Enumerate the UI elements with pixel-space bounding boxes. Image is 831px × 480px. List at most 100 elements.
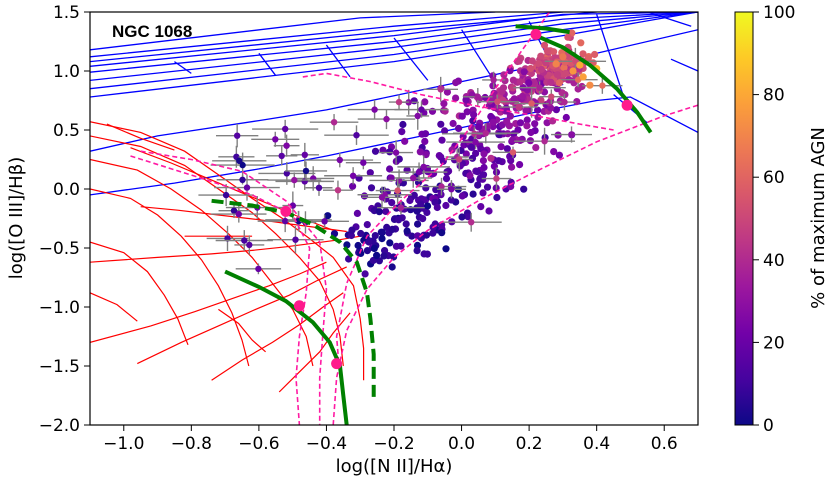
spaxel-point	[510, 95, 518, 103]
spaxel-point	[485, 207, 493, 215]
spaxel-point	[456, 162, 464, 170]
spaxel-point	[447, 196, 455, 204]
spaxel-point	[473, 168, 481, 176]
spaxel-point	[458, 192, 466, 200]
error-point	[558, 72, 598, 88]
error-point	[513, 81, 566, 95]
error-point-marker	[301, 178, 308, 185]
error-point-marker	[548, 93, 555, 100]
error-point	[423, 76, 459, 102]
error-point	[551, 126, 592, 143]
error-point-marker	[472, 138, 479, 146]
x-tick-label: −0.4	[306, 434, 347, 454]
spaxel-point	[552, 106, 561, 114]
colorbar-tick-label: 60	[763, 168, 785, 188]
spaxel-point	[420, 250, 428, 258]
spaxel-point	[349, 182, 357, 190]
spaxel-point	[462, 96, 470, 104]
spaxel-point	[442, 201, 450, 210]
error-point	[397, 155, 450, 179]
error-point	[309, 114, 359, 131]
spaxel-point	[540, 41, 549, 49]
error-point	[406, 102, 430, 130]
colorbar-tick-label: 20	[763, 333, 785, 353]
error-point-marker	[283, 142, 290, 149]
spaxel-point	[520, 185, 528, 193]
spaxel-point	[386, 239, 394, 247]
spaxel-point	[522, 106, 530, 115]
error-point-marker	[278, 152, 285, 160]
y-tick-label: −1.5	[39, 357, 80, 377]
sf-grid-curve	[90, 135, 344, 367]
error-point-marker	[420, 163, 427, 171]
colorbar-tick-label: 80	[763, 86, 785, 106]
spaxel-point	[528, 57, 537, 65]
spaxel-point	[578, 82, 586, 91]
error-point	[215, 123, 259, 148]
mixing-boundary-curve	[140, 150, 328, 425]
error-point	[552, 93, 577, 111]
spaxel-point	[383, 223, 391, 231]
colorbar-tick-label: 0	[763, 416, 774, 436]
error-point-marker	[360, 159, 367, 166]
spaxel-point	[354, 241, 362, 250]
error-point-marker	[437, 86, 444, 93]
spaxel-point	[388, 263, 396, 271]
error-point	[345, 156, 381, 170]
overlay-tracks	[130, 12, 698, 425]
agn-grid-crossline	[258, 52, 277, 77]
spaxel-point	[452, 94, 460, 102]
spaxel-point	[371, 147, 380, 155]
spaxel-point	[416, 148, 424, 156]
error-point-marker	[236, 157, 243, 164]
spaxel-point	[347, 231, 355, 240]
error-point-marker	[397, 204, 405, 211]
spaxel-point	[579, 73, 587, 81]
sf-grid-spoke	[137, 266, 347, 365]
spaxel-point	[382, 207, 390, 215]
y-tick-label: −1.0	[39, 298, 80, 318]
colorbar-tick-label: 100	[763, 3, 795, 23]
spaxel-point	[586, 81, 594, 89]
spaxel-point	[507, 182, 515, 191]
spaxel-point	[497, 143, 505, 151]
spaxel-point	[479, 157, 487, 165]
spaxel-point	[458, 112, 466, 120]
error-point	[324, 167, 383, 185]
error-point-marker	[378, 194, 386, 201]
spaxel-point	[537, 52, 545, 60]
y-tick-label: 0.5	[53, 121, 80, 141]
mixing-boundary-curve	[302, 72, 614, 131]
agn-grid-line	[90, 12, 496, 51]
spaxel-point	[421, 137, 429, 145]
spaxel-point	[562, 113, 570, 122]
error-point	[514, 89, 549, 118]
error-point-marker	[321, 218, 328, 225]
error-point-marker	[330, 119, 338, 126]
error-point-marker	[418, 106, 425, 113]
spaxel-point	[397, 242, 405, 250]
spaxel-point	[577, 39, 585, 47]
error-point-marker	[353, 132, 360, 139]
spaxel-point	[509, 84, 517, 92]
spaxel-point	[437, 120, 445, 128]
mixing-boundary-curve	[130, 155, 311, 425]
spaxel-point	[550, 148, 558, 156]
error-point-marker	[490, 76, 497, 84]
spaxel-point	[386, 148, 394, 156]
sf-grid-spoke	[106, 123, 175, 151]
spaxel-point	[366, 169, 374, 177]
error-point-marker	[415, 168, 423, 176]
x-tick-label: 0.0	[448, 434, 475, 454]
error-point-marker	[230, 207, 238, 214]
spaxel-point	[527, 128, 535, 137]
spaxel-point	[448, 146, 456, 154]
error-point	[212, 156, 267, 166]
error-point	[416, 177, 467, 196]
spaxel-point	[527, 64, 535, 73]
spaxel-point	[555, 151, 564, 159]
x-tick-label: −0.8	[171, 434, 212, 454]
spaxel-point	[455, 124, 463, 132]
error-point-marker	[515, 103, 522, 111]
